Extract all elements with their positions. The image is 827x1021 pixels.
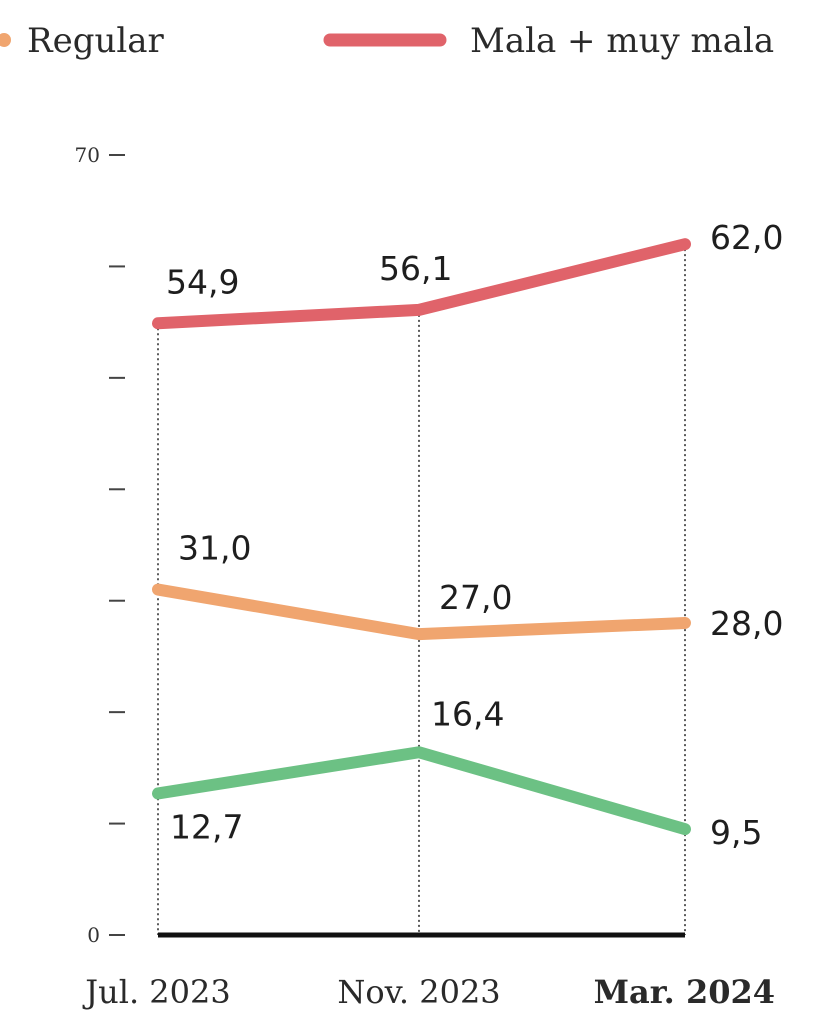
y-tick-label-0: 0: [87, 923, 100, 947]
series-line-regular: [152, 583, 691, 641]
legend-marker-regular: [0, 33, 11, 47]
x-tick-label-nov-2023: Nov. 2023: [337, 973, 500, 1011]
data-label: 56,1: [379, 249, 452, 288]
y-axis: 0 70: [75, 143, 125, 947]
data-label: 9,5: [710, 813, 762, 852]
x-tick-label-mar-2024: Mar. 2024: [594, 973, 775, 1011]
data-label: 12,7: [170, 807, 243, 846]
data-label: 28,0: [710, 604, 783, 643]
data-label: 16,4: [431, 694, 504, 733]
legend-label-mala-muy-mala: Mala + muy mala: [470, 21, 774, 61]
legend: Regular Mala + muy mala: [0, 21, 774, 61]
x-tick-label-jul-2023: Jul. 2023: [82, 973, 230, 1011]
data-label: 54,9: [166, 262, 239, 301]
series-lines: [152, 238, 691, 836]
series-line-series-3: [152, 746, 691, 836]
data-labels: 54,9 56,1 62,0 31,0 27,0 28,0 12,7 16,4 9,5: [166, 218, 783, 852]
x-axis: Jul. 2023 Nov. 2023 Mar. 2024: [82, 932, 775, 1011]
data-label: 62,0: [710, 218, 783, 257]
legend-label-regular: Regular: [27, 21, 165, 61]
data-label: 31,0: [178, 529, 251, 568]
series-line-mala-muy-mala: [152, 238, 691, 330]
y-tick-label-70: 70: [75, 143, 100, 167]
data-label: 27,0: [439, 578, 512, 617]
vertical-guides: [157, 244, 686, 935]
